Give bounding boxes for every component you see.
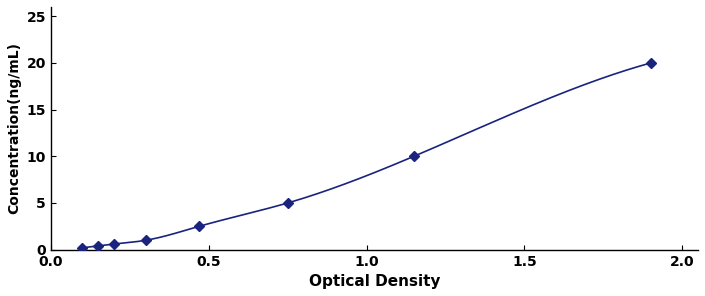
Y-axis label: Concentration(ng/mL): Concentration(ng/mL): [7, 42, 21, 214]
X-axis label: Optical Density: Optical Density: [309, 274, 440, 289]
